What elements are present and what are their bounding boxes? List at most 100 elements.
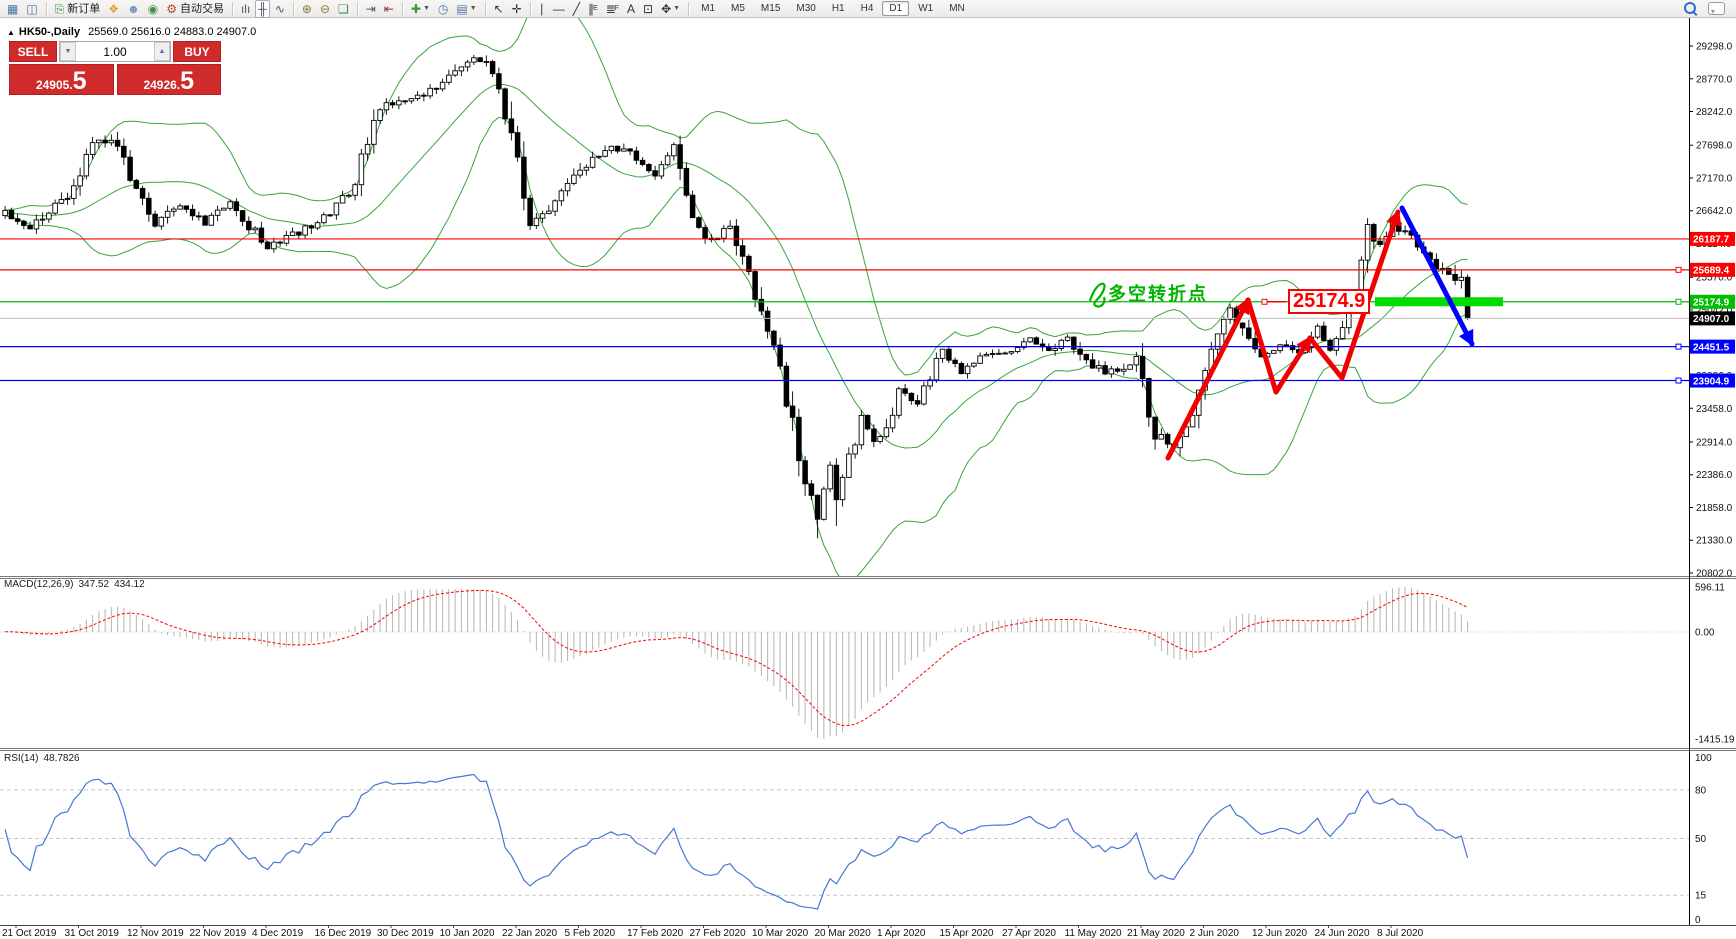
blue-down-arrow[interactable] bbox=[1399, 205, 1475, 347]
timeframe-button-mn[interactable]: MN bbox=[949, 3, 965, 14]
line-handle[interactable] bbox=[1675, 298, 1682, 305]
candle-body bbox=[1108, 368, 1115, 375]
candle-body bbox=[783, 365, 790, 407]
bar-chart-icon[interactable]: ılı bbox=[238, 1, 253, 17]
auto-trading-icon[interactable]: ⚙ 自动交易 bbox=[163, 1, 227, 17]
volume-increase-button[interactable]: ▲ bbox=[154, 42, 170, 61]
chart-shift-icon[interactable]: ⇤ bbox=[381, 1, 397, 17]
timeframe-button-m15[interactable]: M15 bbox=[760, 3, 781, 14]
candle-body bbox=[102, 139, 108, 144]
chevron-down-icon[interactable]: ▼ bbox=[469, 4, 477, 12]
signals-icon[interactable]: ◉ bbox=[145, 1, 161, 17]
horizontal-line-icon[interactable]: — bbox=[550, 1, 568, 17]
line-handle[interactable] bbox=[1675, 343, 1682, 350]
market-depth-icon[interactable]: ☻ bbox=[124, 1, 143, 17]
sell-button[interactable]: SELL bbox=[9, 41, 57, 62]
template-icon[interactable]: ▤ ▼ bbox=[453, 1, 479, 17]
zigzag-up-arrow-1[interactable] bbox=[1165, 297, 1251, 461]
period-icon[interactable]: ◷ bbox=[435, 1, 451, 17]
zigzag-pullback[interactable] bbox=[1245, 297, 1313, 395]
zoom-in-icon[interactable]: ⊕ bbox=[299, 1, 315, 17]
text-icon[interactable]: A bbox=[624, 1, 638, 17]
trendline-icon[interactable]: ╱ bbox=[570, 1, 583, 17]
timeframe-button-h1[interactable]: H1 bbox=[831, 3, 845, 14]
crosshair-icon[interactable]: ✛ bbox=[509, 1, 525, 17]
add-indicator-icon[interactable]: ✚ ▼ bbox=[408, 1, 433, 17]
volume-decrease-button[interactable]: ▼ bbox=[60, 42, 76, 61]
candlestick-chart-icon[interactable]: ╫ bbox=[255, 0, 270, 18]
market-watch-icon[interactable]: ▦ bbox=[4, 1, 21, 17]
sell-price-button[interactable]: 24905. 5 bbox=[9, 64, 114, 95]
cursor-icon[interactable]: ↖ bbox=[491, 1, 507, 17]
text-label-icon: ⊡ bbox=[643, 1, 654, 16]
vertical-line-icon[interactable]: ∣ bbox=[536, 1, 548, 17]
candle-body bbox=[489, 61, 496, 75]
candle-body bbox=[596, 155, 602, 158]
candle-body bbox=[1221, 318, 1227, 335]
candle-body bbox=[1433, 258, 1440, 270]
timeframe-button-m30[interactable]: M30 bbox=[796, 3, 816, 14]
date-label: 21 May 2020 bbox=[1127, 928, 1185, 939]
timeframe-button-w1[interactable]: W1 bbox=[918, 3, 934, 14]
one-click-toggle-icon[interactable]: ▲ bbox=[7, 28, 15, 37]
date-label: 10 Mar 2020 bbox=[752, 928, 809, 939]
sell-price-big-digit: 5 bbox=[72, 67, 87, 95]
turning-point-annotation[interactable]: 多空转折点 bbox=[1108, 284, 1208, 304]
candle-body bbox=[502, 88, 508, 120]
line-chart-icon[interactable]: ∿ bbox=[272, 1, 288, 17]
volume-field[interactable]: 1.00 bbox=[103, 44, 127, 59]
timeframe-button-d1[interactable]: D1 bbox=[882, 1, 910, 16]
candle-body bbox=[21, 220, 27, 226]
data-window-icon[interactable]: ◫ bbox=[23, 1, 40, 17]
zoom-out-icon[interactable]: ⊖ bbox=[317, 1, 333, 17]
timeframe-button-m1[interactable]: M1 bbox=[701, 3, 716, 14]
auto-scroll-icon[interactable]: ⇥ bbox=[363, 1, 379, 17]
line-handle[interactable] bbox=[1675, 377, 1682, 384]
candle-body bbox=[8, 209, 15, 220]
candle-body bbox=[1152, 416, 1158, 440]
chart-wizard-icon[interactable]: ❖ bbox=[105, 1, 122, 17]
buy-price-button[interactable]: 24926. 5 bbox=[116, 64, 221, 95]
timeframe-button-h4[interactable]: H4 bbox=[860, 3, 874, 14]
date-label: 21 Oct 2019 bbox=[2, 928, 57, 939]
candle-body bbox=[433, 87, 440, 90]
buy-button[interactable]: BUY bbox=[173, 41, 221, 62]
candlestick-chart-icon: ╫ bbox=[258, 1, 267, 16]
candle-body bbox=[1033, 337, 1040, 345]
date-label: 16 Dec 2019 bbox=[315, 928, 372, 939]
zigzag-down-leg[interactable] bbox=[1307, 335, 1345, 381]
bollinger-lower[interactable] bbox=[5, 116, 1468, 582]
candle-body bbox=[1252, 337, 1258, 350]
equidistant-channel-icon[interactable]: ∥ E bbox=[585, 1, 601, 17]
price-tick-label: 22386.0 bbox=[1696, 470, 1733, 481]
price-callout-label[interactable]: 25174.9 bbox=[1288, 289, 1371, 314]
line-handle[interactable] bbox=[1675, 266, 1682, 273]
arrows-icon[interactable]: ✥ ▼ bbox=[658, 1, 683, 17]
new-order-icon[interactable]: ⎘ 新订单 bbox=[52, 1, 104, 17]
text-label-icon[interactable]: ⊡ bbox=[640, 1, 656, 17]
candle-body bbox=[514, 132, 521, 158]
chart-shift-icon: ⇤ bbox=[383, 1, 394, 16]
chevron-down-icon[interactable]: ▼ bbox=[673, 4, 681, 12]
candle-body bbox=[58, 199, 65, 204]
date-axis[interactable]: 21 Oct 2019 31 Oct 2019 12 Nov 2019 22 Nov … bbox=[2, 925, 1424, 939]
candle-body bbox=[508, 118, 515, 134]
timeframe-button-m5[interactable]: M5 bbox=[731, 3, 745, 14]
candle-body bbox=[39, 218, 46, 221]
toolbar-separator bbox=[401, 1, 403, 16]
bollinger-middle[interactable] bbox=[5, 83, 1468, 449]
chat-icon[interactable] bbox=[1708, 2, 1725, 15]
squiggle-annotation[interactable] bbox=[1088, 282, 1106, 308]
candle-body bbox=[696, 217, 702, 228]
date-label: 15 Apr 2020 bbox=[940, 928, 994, 939]
fibonacci-icon[interactable]: ≣ F bbox=[603, 1, 622, 17]
candle-body bbox=[1158, 433, 1165, 440]
candle-body bbox=[1133, 355, 1140, 366]
price-scale[interactable]: 29298.0 28770.0 28242.0 27698.0 27170.0 26642… bbox=[1689, 42, 1735, 580]
tile-windows-icon[interactable]: ❏ bbox=[335, 1, 352, 17]
callout-handle[interactable] bbox=[1261, 298, 1268, 305]
chevron-down-icon[interactable]: ▼ bbox=[422, 4, 430, 12]
search-icon[interactable] bbox=[1684, 1, 1698, 16]
bollinger-upper[interactable] bbox=[5, 0, 1468, 376]
